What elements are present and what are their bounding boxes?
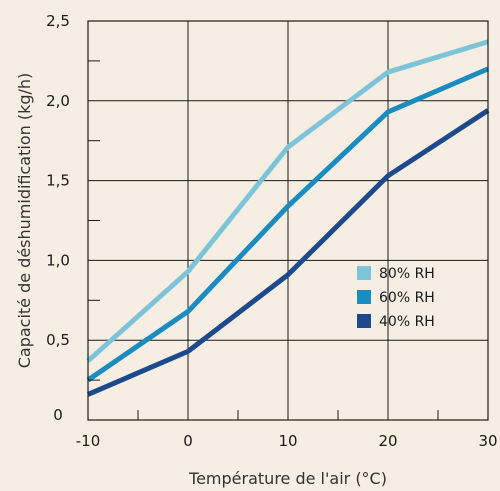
x-axis-title: Température de l'air (°C) [188, 469, 387, 488]
series-lines [86, 39, 490, 397]
ticks: -10 0 10 20 30 0 0,5 1,0 1,5 2,0 2,5 [46, 12, 497, 450]
y-axis-title: Capacité de déshumidification (kg/h) [15, 73, 34, 369]
x-tick-label: 20 [378, 432, 397, 450]
legend-swatch [357, 314, 371, 328]
series-line [86, 66, 489, 383]
series-line [86, 39, 489, 363]
legend-label: 60% RH [379, 290, 435, 306]
y-tick-label: 0,5 [46, 331, 70, 349]
x-tick-label: 30 [478, 432, 497, 450]
y-tick-label: 1,5 [46, 172, 70, 190]
series-line [87, 108, 490, 397]
y-tick-label: 1,0 [46, 251, 70, 269]
y-tick-label: 2,5 [46, 12, 70, 30]
legend-label: 40% RH [379, 314, 435, 330]
legend-swatch [357, 290, 371, 304]
grid [88, 21, 488, 420]
x-tick-label: 10 [278, 432, 297, 450]
x-tick-label: 0 [183, 432, 193, 450]
legend-swatch [357, 266, 371, 280]
legend: 80% RH 60% RH 40% RH [357, 266, 435, 330]
x-tick-label: -10 [76, 432, 101, 450]
y-tick-label: 2,0 [46, 92, 70, 110]
y-tick-label: 0 [53, 406, 63, 424]
legend-label: 80% RH [379, 266, 435, 282]
